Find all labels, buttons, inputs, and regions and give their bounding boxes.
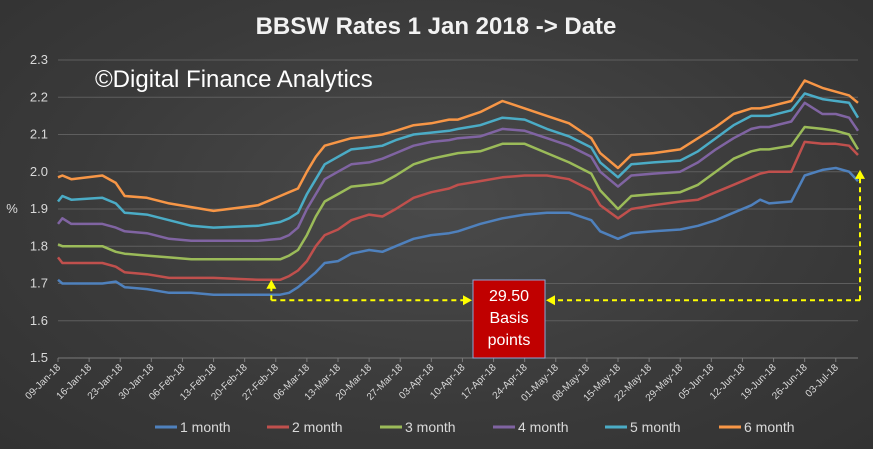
- y-tick-label: 2.0: [30, 164, 48, 179]
- legend-label: 5 month: [630, 419, 681, 435]
- legend-label: 4 month: [518, 419, 569, 435]
- basis-points-annotation: 29.50 Basis points: [266, 169, 865, 359]
- series-line-1-month: [57, 166, 859, 296]
- y-tick-label: 1.5: [30, 350, 48, 365]
- watermark-text: ©Digital Finance Analytics: [95, 66, 373, 93]
- legend-label: 1 month: [180, 419, 231, 435]
- legend: 1 month 2 month 3 month 4 month 5 month 6 mon…: [155, 419, 795, 435]
- series-line-6-month: [57, 79, 859, 213]
- arrowhead-left: [546, 295, 555, 306]
- x-axis-ticks: 09-Jan-1816-Jan-1823-Jan-1830-Jan-1806-F…: [24, 357, 858, 404]
- legend-label: 3 month: [405, 419, 456, 435]
- legend-label: 2 month: [292, 419, 343, 435]
- annotation-line3: points: [488, 332, 531, 349]
- annotation-line1: 29.50: [489, 288, 529, 305]
- annotation-box: [472, 279, 546, 359]
- series-line-3-month: [57, 125, 860, 261]
- y-tick-label: 2.2: [30, 89, 48, 104]
- y-axis-ticks: 1.5 1.6 1.7 1.8 1.9 2.0 2.1 2.2 2.3: [30, 52, 48, 365]
- arrowhead-up-low: [266, 279, 277, 289]
- arrowhead-up-high: [855, 169, 865, 179]
- y-tick-label: 1.6: [30, 313, 48, 328]
- series-line-5-month: [57, 92, 860, 229]
- y-tick-label: 1.9: [30, 201, 48, 216]
- series-lines: [57, 79, 860, 296]
- chart-title: BBSW Rates 1 Jan 2018 -> Date: [256, 13, 617, 40]
- series-line-2-month: [57, 140, 859, 282]
- annotation-line2: Basis: [489, 310, 528, 327]
- series-line-4-month: [57, 101, 860, 242]
- arrowhead-right: [463, 295, 472, 306]
- gridlines: [58, 59, 858, 359]
- y-axis-label: %: [6, 201, 18, 216]
- y-tick-label: 1.8: [30, 238, 48, 253]
- y-tick-label: 2.1: [30, 127, 48, 142]
- x-tick-label: 03-Jul-18: [804, 362, 842, 400]
- legend-label: 6 month: [744, 419, 795, 435]
- y-tick-label: 2.3: [30, 52, 48, 67]
- y-tick-label: 1.7: [30, 276, 48, 291]
